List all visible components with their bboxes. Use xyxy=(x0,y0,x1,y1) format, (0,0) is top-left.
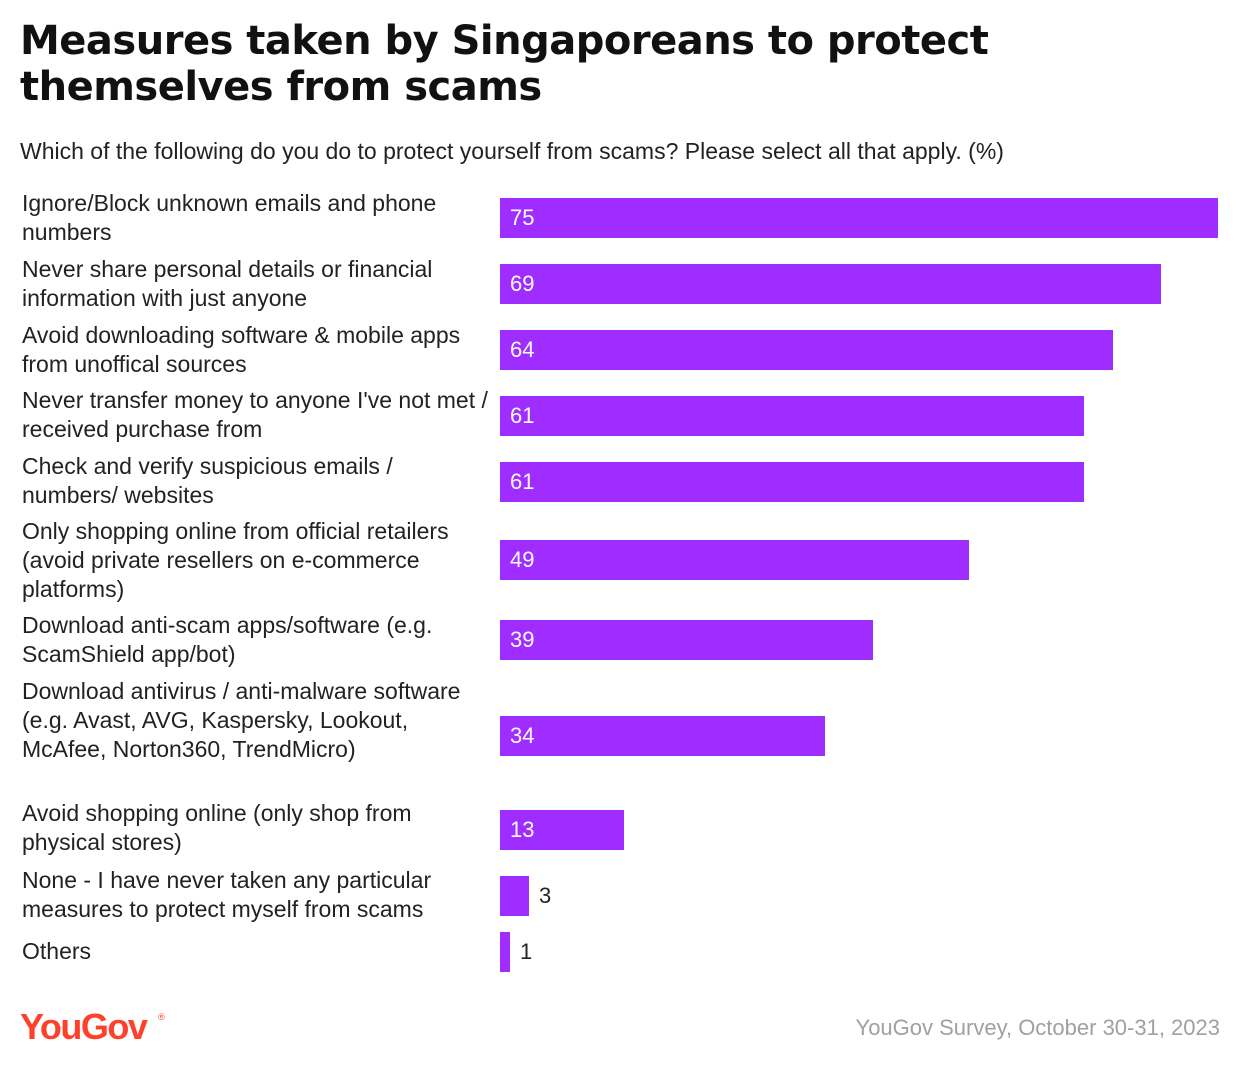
category-label: Only shopping online from official retai… xyxy=(22,518,449,602)
bar xyxy=(500,932,510,972)
data-label: 69 xyxy=(510,271,535,296)
category-label: Download antivirus / anti-malware softwa… xyxy=(22,678,461,762)
yougov-logo: YouGov xyxy=(20,1006,148,1047)
category-label: None - I have never taken any particular… xyxy=(22,867,432,922)
bar xyxy=(500,198,1218,238)
chart-subtitle: Which of the following do you do to prot… xyxy=(20,138,1004,164)
bar xyxy=(500,330,1113,370)
registered-mark: ® xyxy=(158,1012,165,1022)
data-label: 13 xyxy=(510,817,535,842)
data-label: 61 xyxy=(510,403,535,428)
bar xyxy=(500,396,1084,436)
bar xyxy=(500,462,1084,502)
category-label: Others xyxy=(22,938,92,964)
data-label: 3 xyxy=(539,883,552,908)
bar xyxy=(500,876,529,916)
bar xyxy=(500,716,825,756)
data-label: 49 xyxy=(510,547,535,572)
category-label: Avoid shopping online (only shop from ph… xyxy=(22,800,412,855)
data-label: 61 xyxy=(510,469,535,494)
bar xyxy=(500,620,873,660)
category-label: Avoid downloading software & mobile apps… xyxy=(22,322,461,377)
bar xyxy=(500,810,624,850)
source-note: YouGov Survey, October 30-31, 2023 xyxy=(855,1015,1220,1040)
data-label: 75 xyxy=(510,205,535,230)
data-label: 39 xyxy=(510,627,535,652)
category-label: Download anti-scam apps/software (e.g. S… xyxy=(22,612,433,667)
data-label: 1 xyxy=(520,939,533,964)
category-label: Ignore/Block unknown emails and phone nu… xyxy=(22,190,437,245)
data-label: 64 xyxy=(510,337,535,362)
bar xyxy=(500,264,1161,304)
data-label: 34 xyxy=(510,723,535,748)
category-label: Never transfer money to anyone I've not … xyxy=(22,387,488,442)
category-label: Check and verify suspicious emails / num… xyxy=(22,453,393,508)
chart-title: Measures taken by Singaporeans to protec… xyxy=(20,18,989,110)
category-label: Never share personal details or financia… xyxy=(22,256,433,311)
bar xyxy=(500,540,969,580)
